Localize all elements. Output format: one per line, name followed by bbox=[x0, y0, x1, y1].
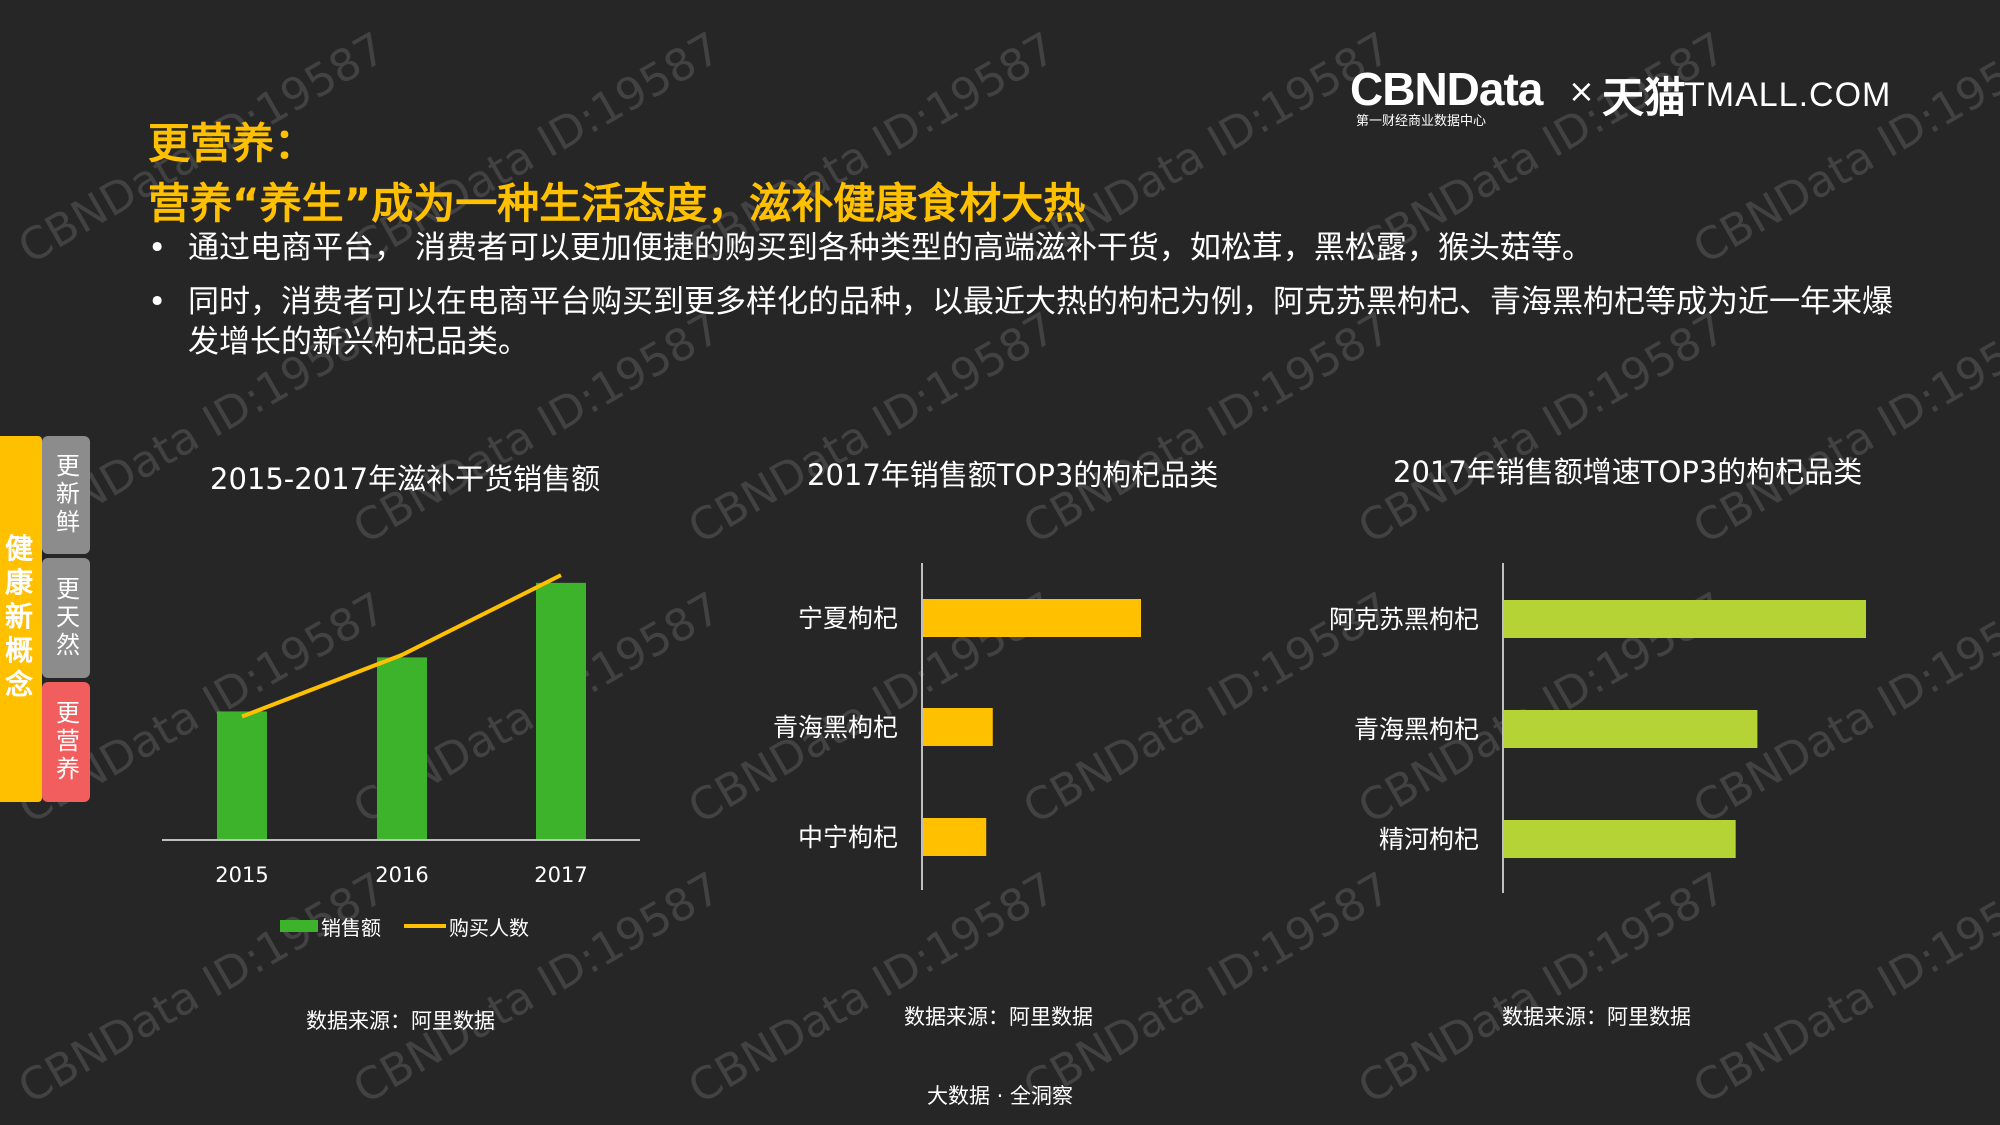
chart3-title: 2017年销售额增速TOP3的枸杞品类 bbox=[1393, 455, 1863, 489]
cbndata-logo: CBNData bbox=[1350, 63, 1543, 115]
bullet-list: 通过电商平台， 消费者可以更加便捷的购买到各种类型的高端滋补干货，如松茸，黑松露… bbox=[148, 228, 1898, 376]
chart2-source: 数据来源：阿里数据 bbox=[904, 1005, 1093, 1029]
chart1-legend-label-sales: 销售额 bbox=[321, 916, 381, 940]
chart1-tick-label: 2016 bbox=[375, 863, 428, 887]
chart3-category-label: 阿克苏黑枸杞 bbox=[1329, 605, 1479, 634]
chart1-source: 数据来源：阿里数据 bbox=[306, 1009, 495, 1033]
side-tab-natural[interactable]: 更天然 bbox=[42, 558, 90, 678]
chart2-category-label: 宁夏枸杞 bbox=[798, 604, 898, 633]
cbndata-logo-subtitle: 第一财经商业数据中心 bbox=[1356, 114, 1487, 129]
bullet-item-2: 同时，消费者可以在电商平台购买到更多样化的品种，以最近大热的枸杞为例，阿克苏黑枸… bbox=[148, 282, 1898, 362]
chart1-title: 2015-2017年滋补干货销售额 bbox=[210, 462, 601, 496]
side-nav-main bbox=[0, 436, 42, 802]
side-tab-fresh[interactable]: 更新鲜 bbox=[42, 436, 90, 554]
chart1-bar-2015 bbox=[217, 711, 267, 840]
chart3-category-label: 精河枸杞 bbox=[1379, 825, 1479, 854]
side-tab-natural-label: 更天然 bbox=[51, 576, 80, 660]
bullet-item-1: 通过电商平台， 消费者可以更加便捷的购买到各种类型的高端滋补干货，如松茸，黑松露… bbox=[148, 228, 1898, 268]
chart2-bar-宁夏枸杞 bbox=[923, 599, 1141, 637]
chart3-category-label: 青海黑枸杞 bbox=[1354, 715, 1479, 744]
chart1-legend-label-buyers: 购买人数 bbox=[449, 916, 529, 940]
page-subtitle: 营养“养生”成为一种生活态度，滋补健康食材大热 bbox=[148, 179, 1086, 228]
chart3-source: 数据来源：阿里数据 bbox=[1502, 1005, 1691, 1029]
chart1-legend-swatch-sales bbox=[280, 920, 318, 932]
chart3-bar-精河枸杞 bbox=[1504, 820, 1736, 858]
chart1-bar-2016 bbox=[377, 657, 427, 840]
side-tab-fresh-label: 更新鲜 bbox=[51, 453, 80, 537]
chart2-title: 2017年销售额TOP3的枸杞品类 bbox=[807, 458, 1219, 492]
chart1-bar-2017 bbox=[536, 582, 586, 840]
chart3-bar-阿克苏黑枸杞 bbox=[1504, 600, 1866, 638]
side-tab-nutrition[interactable]: 更营养 bbox=[42, 682, 90, 802]
chart1-tick-label: 2017 bbox=[534, 863, 587, 887]
chart2-bar-青海黑枸杞 bbox=[923, 708, 993, 746]
chart1-line-buyers bbox=[241, 573, 562, 719]
side-tab-nutrition-label: 更营养 bbox=[51, 700, 80, 784]
chart2-bar-中宁枸杞 bbox=[923, 818, 987, 856]
tmall-logo-cn: 天猫 bbox=[1602, 73, 1687, 122]
chart2-category-label: 青海黑枸杞 bbox=[773, 713, 898, 742]
side-nav-main-label: 健康新概念 bbox=[4, 532, 33, 701]
chart2-category-label: 中宁枸杞 bbox=[798, 823, 898, 852]
tmall-logo-en: TMALL.COM bbox=[1684, 76, 1892, 114]
footer-slogan: 大数据 · 全洞察 bbox=[926, 1084, 1074, 1108]
chart3-bar-青海黑枸杞 bbox=[1504, 710, 1758, 748]
chart1-tick-label: 2015 bbox=[215, 863, 268, 887]
logo-cross: × bbox=[1568, 72, 1595, 110]
page-title: 更营养： bbox=[148, 119, 317, 168]
